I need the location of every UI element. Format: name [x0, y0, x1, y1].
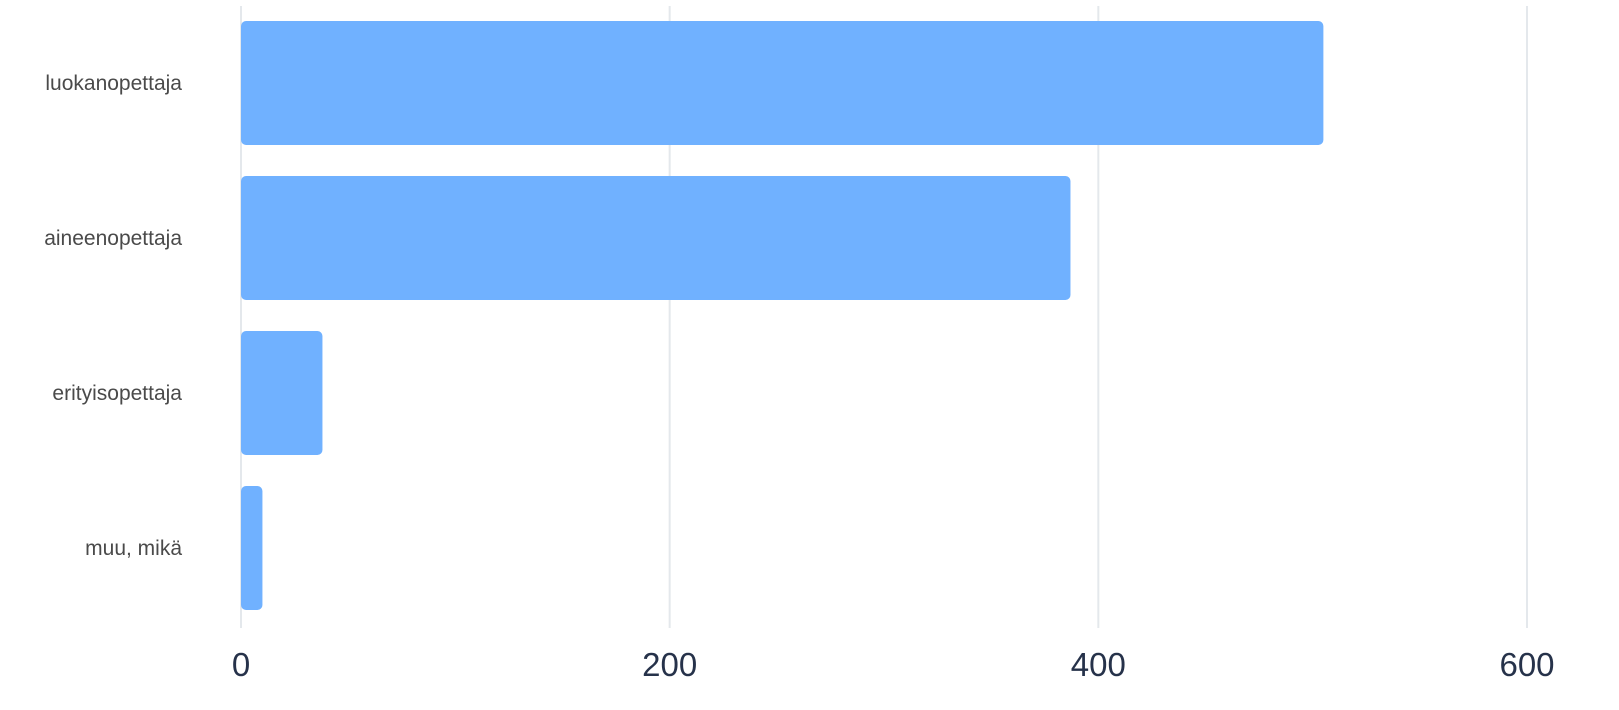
bar-layer: [241, 21, 1324, 610]
category-label: luokanopettaja: [45, 72, 182, 95]
bar-4[interactable]: [241, 486, 263, 610]
x-tick-label: 600: [1499, 646, 1554, 683]
x-tick-label: 400: [1071, 646, 1126, 683]
bar-1[interactable]: [241, 21, 1324, 145]
category-label-layer: luokanopettaja aineenopettaja erityisopett…: [44, 72, 182, 560]
x-tick-label-layer: 0 200 400 600: [232, 646, 1555, 683]
bar-3[interactable]: [241, 331, 323, 455]
bar-2[interactable]: [241, 176, 1071, 300]
category-label: erityisopettaja: [52, 382, 182, 405]
x-tick-label: 0: [232, 646, 250, 683]
category-label: aineenopettaja: [44, 227, 182, 250]
x-tick-label: 200: [642, 646, 697, 683]
category-label: muu, mikä: [85, 537, 182, 560]
